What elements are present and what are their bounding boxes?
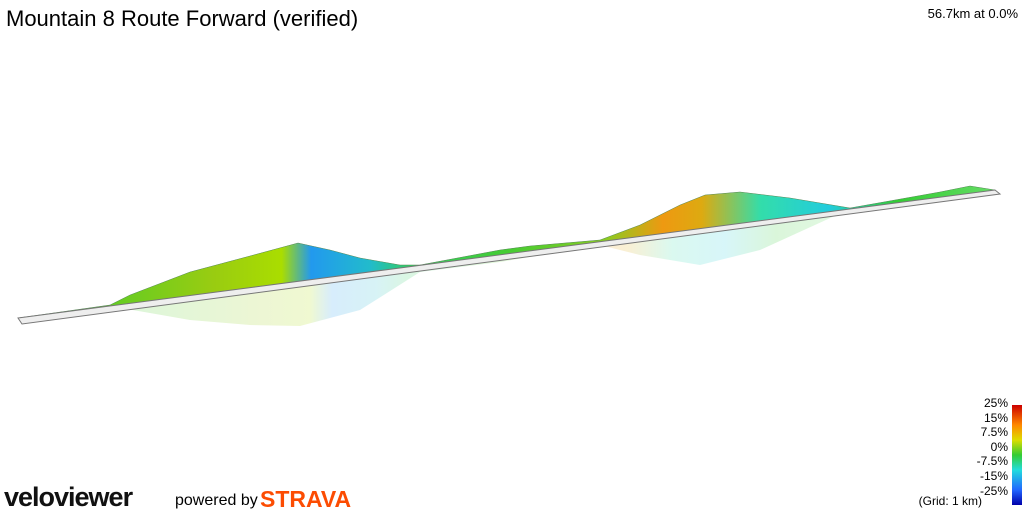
legend-label: 0% <box>990 439 1008 454</box>
grid-label: (Grid: 1 km) <box>918 494 982 508</box>
legend-label: 25% <box>983 396 1008 410</box>
road-strip <box>17 189 1002 325</box>
brand[interactable]: veloviewer <box>4 482 133 512</box>
status: 56.7km at 0.0% <box>927 6 1018 21</box>
legend-label: -7.5% <box>976 454 1008 469</box>
legend-label: -15% <box>979 469 1008 483</box>
powered-by: powered by <box>175 492 258 509</box>
elevation-profile <box>17 185 996 319</box>
gradient-scale <box>1012 405 1022 505</box>
legend-label: 15% <box>983 410 1008 425</box>
title: Mountain 8 Route Forward (verified) <box>6 6 359 31</box>
partner[interactable]: STRAVA <box>260 486 352 512</box>
legend-label: -25% <box>979 483 1008 498</box>
legend-label: 7.5% <box>980 425 1008 440</box>
